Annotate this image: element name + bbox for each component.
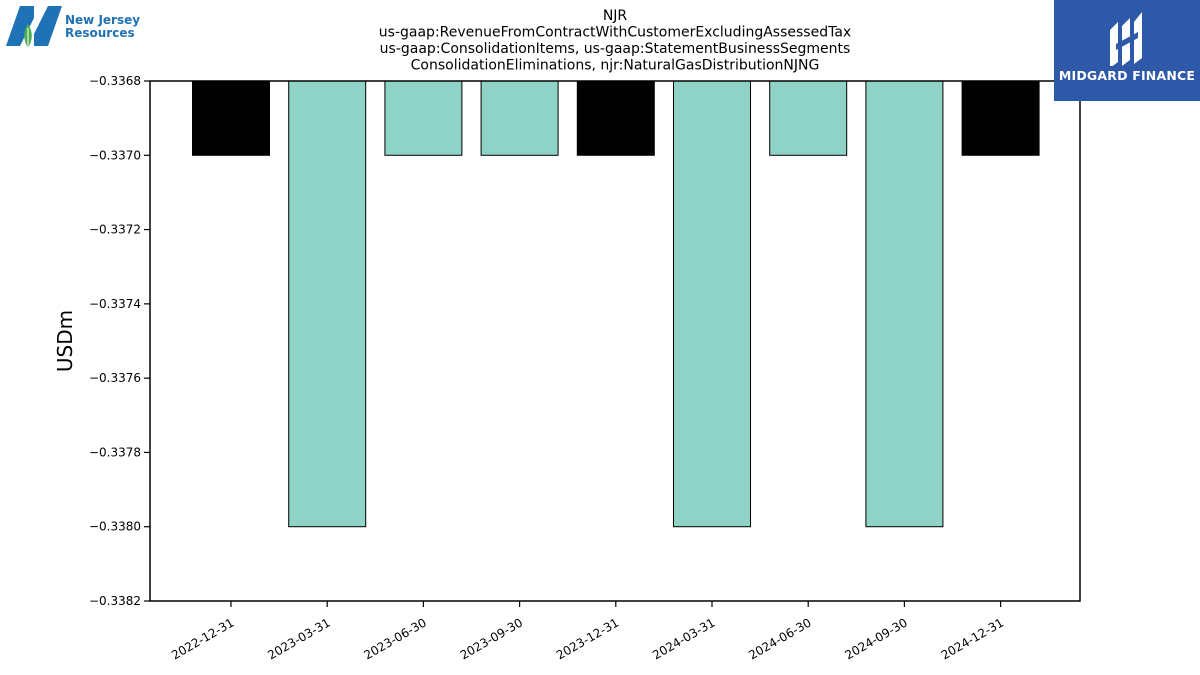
y-tick-label: −0.3382 — [89, 594, 141, 608]
chart-title-line: NJR — [603, 8, 628, 24]
x-tick-label: 2024-12-31 — [939, 615, 1006, 662]
chart-title-line: us-gaap:ConsolidationItems, us-gaap:Stat… — [380, 41, 851, 57]
plot-frame — [149, 80, 1081, 602]
njr-logo-line1: New Jersey — [65, 13, 141, 27]
njr-logo-line2: Resources — [65, 26, 135, 40]
x-tick-label: 2022-12-31 — [169, 615, 236, 662]
x-tick-label: 2023-03-31 — [265, 615, 332, 662]
y-axis-label: USDm — [53, 310, 77, 372]
x-tick-label: 2024-06-30 — [746, 615, 813, 662]
x-tick-label: 2023-12-31 — [554, 615, 621, 662]
x-axis-ticks: 2022-12-31 2023-03-31 2023-06-30 2023-09-30… — [169, 601, 1006, 662]
midgard-m-icon — [1110, 12, 1142, 66]
chart-title-line: us-gaap:RevenueFromContractWithCustomerE… — [379, 25, 851, 41]
y-tick-label: −0.3372 — [89, 223, 141, 237]
bars — [192, 80, 1040, 528]
bar-2024-06-30 — [769, 80, 848, 156]
y-tick-label: −0.3378 — [89, 445, 141, 459]
y-axis-ticks: −0.3368 −0.3370 −0.3372 −0.3374 −0.3376 −0.33… — [89, 74, 150, 608]
bar-2023-12-31 — [576, 80, 655, 156]
midgard-finance-name: MIDGARD FINANCE — [1058, 68, 1196, 83]
y-tick-label: −0.3380 — [89, 520, 141, 534]
chart-title-line: ConsolidationEliminations, njr:NaturalGa… — [411, 58, 820, 74]
y-tick-label: −0.3374 — [89, 297, 141, 311]
bar-2022-12-31 — [192, 80, 270, 156]
bar-2024-03-31 — [673, 80, 751, 528]
chart-title: NJRus-gaap:RevenueFromContractWithCustom… — [379, 8, 851, 74]
bar-2024-12-31 — [961, 80, 1040, 156]
bar-2023-03-31 — [288, 80, 367, 528]
x-tick-label: 2024-03-31 — [650, 615, 717, 662]
x-tick-label: 2023-06-30 — [361, 615, 428, 662]
njr-n-leaf-icon — [6, 6, 62, 48]
bar-2024-09-30 — [865, 80, 944, 528]
bar-2023-06-30 — [384, 80, 463, 156]
x-tick-label: 2024-09-30 — [842, 615, 909, 662]
bar-2023-09-30 — [480, 80, 559, 156]
midgard-finance-logo: MIDGARD FINANCE — [1054, 0, 1200, 101]
x-tick-label: 2023-09-30 — [458, 615, 525, 662]
y-tick-label: −0.3376 — [89, 371, 141, 385]
y-tick-label: −0.3370 — [89, 148, 141, 162]
njr-logo: New Jersey Resources — [4, 4, 144, 50]
y-tick-label: −0.3368 — [89, 74, 141, 88]
